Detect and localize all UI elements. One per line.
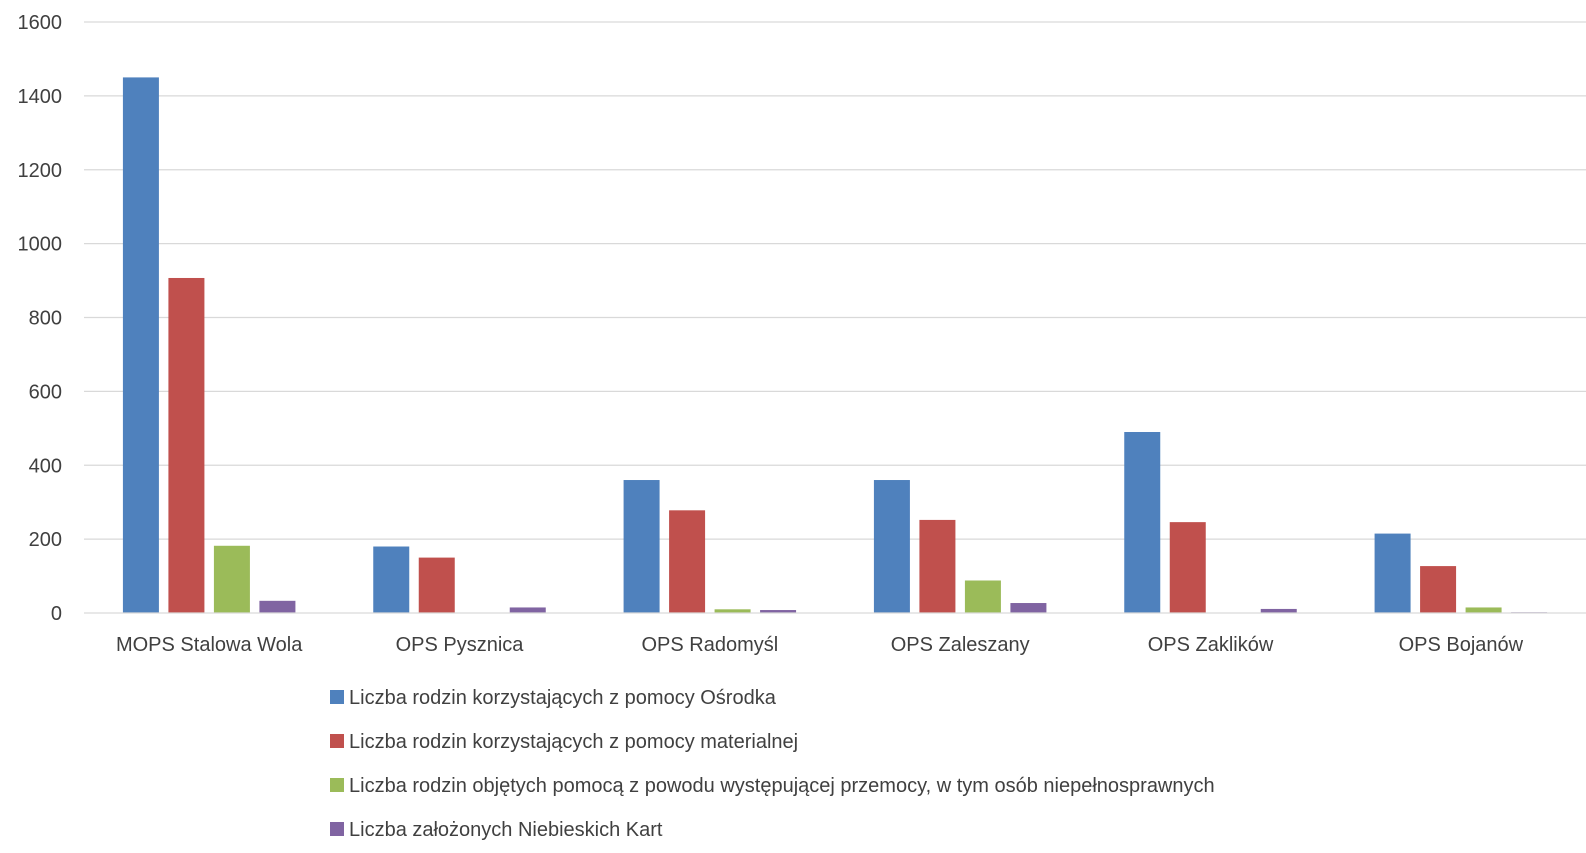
x-category-label: OPS Zaklików — [1148, 634, 1274, 656]
y-tick-label: 1200 — [18, 160, 63, 182]
bar-2-5 — [1169, 522, 1206, 613]
x-axis: MOPS Stalowa Wola OPS Pysznica OPS Radomyś… — [84, 612, 1586, 656]
bar-4-4 — [1010, 603, 1047, 613]
bar-2-1 — [168, 277, 205, 613]
bar-4-2 — [509, 607, 546, 613]
legend-swatch — [330, 690, 344, 704]
bar-2-6 — [1420, 566, 1457, 613]
legend-item: Liczba rodzin korzystających z pomocy ma… — [330, 731, 798, 753]
bar-1-1 — [122, 77, 159, 613]
bar-1-5 — [1124, 432, 1161, 613]
bar-2-4 — [919, 519, 956, 613]
y-axis-ticks: 0 200 400 600 800 1000 1200 1400 1600 — [18, 12, 63, 625]
y-tick-label: 1600 — [18, 12, 63, 34]
y-tick-label: 800 — [29, 308, 62, 330]
bar-1-6 — [1374, 533, 1411, 613]
x-category-label: OPS Pysznica — [396, 634, 525, 656]
bars — [122, 77, 1548, 613]
legend: Liczba rodzin korzystających z pomocy Oś… — [330, 687, 1215, 841]
x-category-label: OPS Zaleszany — [891, 634, 1030, 656]
y-tick-label: 600 — [29, 381, 62, 403]
legend-label: Liczba założonych Niebieskich Kart — [349, 819, 663, 841]
bar-3-6 — [1465, 607, 1502, 613]
bar-2-3 — [669, 510, 706, 613]
x-category-label: OPS Radomyśl — [641, 634, 778, 656]
legend-swatch — [330, 734, 344, 748]
legend-swatch — [330, 778, 344, 792]
bar-4-5 — [1260, 608, 1297, 613]
legend-label: Liczba rodzin korzystających z pomocy Oś… — [349, 687, 777, 709]
x-category-label: OPS Bojanów — [1399, 634, 1524, 656]
legend-label: Liczba rodzin objętych pomocą z powodu w… — [349, 775, 1215, 797]
bar-3-4 — [964, 580, 1001, 613]
y-tick-label: 1400 — [18, 86, 63, 108]
y-tick-label: 1000 — [18, 234, 63, 256]
y-tick-label: 400 — [29, 455, 62, 477]
bar-1-4 — [873, 480, 910, 613]
y-tick-label: 200 — [29, 529, 62, 551]
legend-swatch — [330, 822, 344, 836]
legend-item: Liczba założonych Niebieskich Kart — [330, 819, 663, 841]
gridlines — [84, 21, 1586, 540]
bar-4-3 — [760, 610, 797, 613]
x-category-label: MOPS Stalowa Wola — [116, 634, 303, 656]
bar-4-1 — [259, 600, 296, 613]
legend-label: Liczba rodzin korzystających z pomocy ma… — [349, 731, 798, 753]
bar-1-2 — [373, 546, 410, 613]
legend-item: Liczba rodzin korzystających z pomocy Oś… — [330, 687, 777, 709]
legend-item: Liczba rodzin objętych pomocą z powodu w… — [330, 775, 1215, 797]
y-tick-label: 0 — [51, 603, 62, 625]
bar-2-2 — [418, 557, 455, 613]
bar-3-1 — [213, 545, 250, 613]
bar-3-3 — [714, 609, 751, 613]
bar-1-3 — [623, 480, 660, 613]
